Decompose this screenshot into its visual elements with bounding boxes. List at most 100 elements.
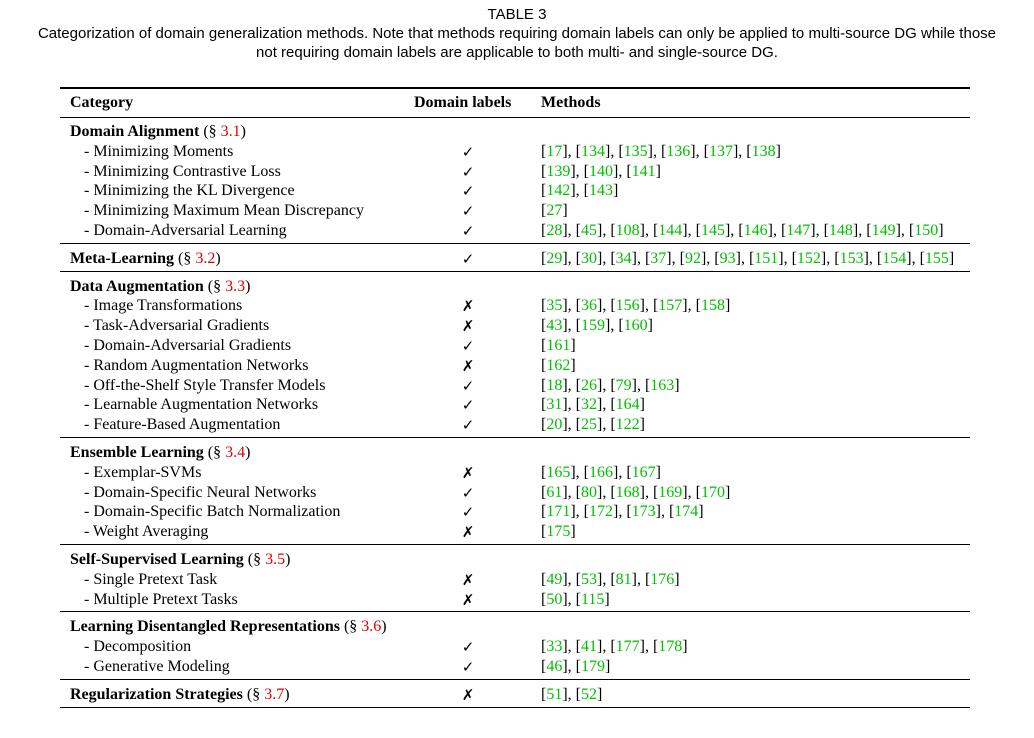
citation-link[interactable]: 167: [631, 463, 656, 481]
citation-link[interactable]: 138: [751, 142, 776, 160]
citation-link[interactable]: 171: [546, 503, 571, 521]
citation-link[interactable]: 169: [658, 483, 683, 501]
citation-link[interactable]: 174: [674, 503, 699, 521]
citation-link[interactable]: 145: [700, 222, 725, 239]
citation-link[interactable]: 172: [588, 503, 613, 521]
citation-link[interactable]: 149: [871, 222, 896, 239]
category-name: Data Augmentation: [70, 277, 204, 295]
section-reference: (§ 3.4): [207, 444, 251, 461]
citation-link[interactable]: 152: [796, 249, 821, 267]
citation-link[interactable]: 158: [700, 297, 725, 315]
citation-link[interactable]: 154: [882, 249, 907, 267]
citation-link[interactable]: 115: [580, 590, 605, 608]
subcategory-cell: - Multiple Pretext Tasks: [84, 590, 238, 608]
citation-link[interactable]: 142: [546, 182, 571, 200]
subcategory-cell: - Domain-Specific Neural Networks: [84, 483, 317, 501]
citation-link[interactable]: 108: [615, 222, 640, 239]
subcategory-name: Domain-Adversarial Gradients: [93, 337, 292, 354]
citation-link[interactable]: 27: [546, 202, 563, 220]
citation-link[interactable]: 157: [658, 297, 683, 315]
citation-link[interactable]: 155: [924, 249, 949, 267]
citation-link[interactable]: 34: [615, 249, 632, 267]
citation-link[interactable]: 163: [650, 376, 675, 394]
citation-link[interactable]: 45: [580, 222, 597, 239]
citation-link[interactable]: 141: [631, 162, 656, 180]
citation-link[interactable]: 43: [546, 317, 563, 335]
citation-link[interactable]: 29: [546, 249, 563, 267]
citation-link[interactable]: 151: [754, 249, 779, 267]
citation-link[interactable]: 17: [546, 142, 563, 160]
citation-link[interactable]: 178: [658, 638, 683, 656]
citation-link[interactable]: 33: [546, 638, 563, 656]
citation-link[interactable]: 41: [580, 638, 597, 656]
citation-link[interactable]: 61: [546, 483, 563, 501]
citation-link[interactable]: 135: [623, 142, 648, 160]
group-rule: [60, 678, 970, 680]
citation-link[interactable]: 31: [546, 396, 563, 414]
citation-link[interactable]: 170: [700, 483, 725, 501]
citation-link[interactable]: 80: [580, 483, 597, 501]
citation-link[interactable]: 153: [839, 249, 864, 267]
citation-link[interactable]: 136: [666, 142, 691, 160]
table-row: - Decomposition ✓ [33], [41], [177], [178]: [60, 637, 970, 657]
citation-link[interactable]: 140: [588, 162, 613, 180]
subcategory-name: Minimizing the KL Divergence: [93, 182, 295, 200]
methods-cell: [142], [143]: [541, 182, 619, 200]
citation-link[interactable]: 176: [650, 570, 675, 588]
citation-link[interactable]: 168: [615, 483, 640, 501]
citation-link[interactable]: 20: [546, 416, 563, 434]
methods-cell: [31], [32], [164]: [541, 396, 645, 414]
citation-link[interactable]: 93: [719, 249, 736, 267]
subcategory-cell: - Single Pretext Task: [84, 570, 218, 588]
citation-link[interactable]: 53: [580, 570, 597, 588]
citation-link[interactable]: 18: [546, 376, 563, 394]
citation-link[interactable]: 137: [708, 142, 733, 160]
citation-link[interactable]: 52: [580, 685, 597, 703]
citation-link[interactable]: 161: [546, 337, 571, 354]
category-name: Learning Disentangled Representations: [70, 618, 340, 636]
methods-cell: [18], [26], [79], [163]: [541, 376, 680, 394]
citation-link[interactable]: 165: [546, 463, 571, 481]
header-methods: Methods: [541, 94, 601, 111]
citation-link[interactable]: 30: [580, 249, 597, 267]
citation-link[interactable]: 49: [546, 570, 563, 588]
citation-link[interactable]: 32: [580, 396, 597, 414]
citation-link[interactable]: 173: [631, 503, 656, 521]
check-icon: ✓: [461, 396, 475, 415]
citation-link[interactable]: 81: [615, 570, 632, 588]
citation-link[interactable]: 92: [684, 249, 701, 267]
subcategory-name: Exemplar-SVMs: [93, 463, 202, 481]
citation-link[interactable]: 146: [743, 222, 768, 239]
citation-link[interactable]: 28: [546, 222, 563, 239]
citation-link[interactable]: 156: [615, 297, 640, 315]
citation-link[interactable]: 46: [546, 658, 563, 675]
subcategory-name: Domain-Specific Neural Networks: [93, 483, 317, 501]
citation-link[interactable]: 166: [588, 463, 613, 481]
citation-link[interactable]: 37: [650, 249, 667, 267]
citation-link[interactable]: 25: [580, 416, 597, 434]
citation-link[interactable]: 79: [615, 376, 632, 394]
citation-link[interactable]: 143: [588, 182, 613, 200]
citation-link[interactable]: 51: [546, 685, 563, 703]
citation-link[interactable]: 144: [658, 222, 683, 239]
section-number: 3.4: [225, 444, 246, 461]
citation-link[interactable]: 162: [546, 356, 571, 374]
citation-link[interactable]: 159: [580, 317, 605, 335]
citation-link[interactable]: 134: [580, 142, 605, 160]
citation-link[interactable]: 50: [546, 590, 563, 608]
citation-link[interactable]: 36: [580, 297, 597, 315]
citation-link[interactable]: 147: [786, 222, 811, 239]
citation-link[interactable]: 177: [615, 638, 640, 656]
citation-link[interactable]: 148: [828, 222, 853, 239]
citation-link[interactable]: 179: [580, 658, 605, 675]
citation-link[interactable]: 160: [623, 317, 648, 335]
citation-link[interactable]: 175: [546, 523, 571, 541]
citation-link[interactable]: 35: [546, 297, 563, 315]
category-cell: Self-Supervised Learning (§ 3.5): [70, 550, 290, 570]
citation-link[interactable]: 139: [546, 162, 571, 180]
citation-link[interactable]: 122: [615, 416, 640, 434]
citation-link[interactable]: 164: [615, 396, 640, 414]
citation-link[interactable]: 150: [914, 222, 939, 239]
subcategory-cell: - Feature-Based Augmentation: [84, 416, 281, 434]
citation-link[interactable]: 26: [580, 376, 597, 394]
